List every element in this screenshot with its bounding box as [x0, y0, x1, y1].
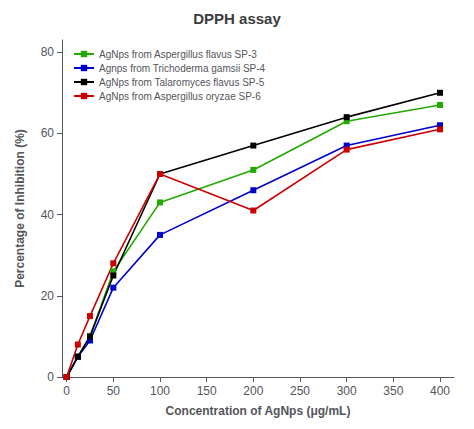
svg-text:0: 0 — [47, 370, 54, 384]
svg-text:Agnps from Trichoderma gamsii: Agnps from Trichoderma gamsii SP-4 — [99, 63, 266, 74]
svg-text:100: 100 — [150, 384, 170, 398]
svg-text:20: 20 — [41, 289, 55, 303]
svg-text:40: 40 — [41, 208, 55, 222]
svg-text:80: 80 — [41, 45, 55, 59]
svg-text:AgNps from Aspergillus oryzae: AgNps from Aspergillus oryzae SP-6 — [99, 91, 261, 102]
svg-text:200: 200 — [243, 384, 263, 398]
svg-text:150: 150 — [197, 384, 217, 398]
svg-text:Concentration of AgNps (μg/mL): Concentration of AgNps (μg/mL) — [166, 404, 351, 418]
svg-text:60: 60 — [41, 126, 55, 140]
svg-text:300: 300 — [337, 384, 357, 398]
svg-text:AgNps from Aspergillus flavus: AgNps from Aspergillus flavus SP-3 — [99, 49, 257, 60]
svg-text:250: 250 — [290, 384, 310, 398]
svg-text:0: 0 — [63, 384, 70, 398]
svg-text:400: 400 — [430, 384, 450, 398]
svg-text:AgNps from Talaromyces flavus: AgNps from Talaromyces flavus SP-5 — [99, 77, 265, 88]
svg-text:Percentage of Inhibition (%): Percentage of Inhibition (%) — [13, 129, 27, 288]
svg-text:50: 50 — [107, 384, 121, 398]
svg-text:DPPH assay: DPPH assay — [193, 10, 281, 27]
svg-text:350: 350 — [383, 384, 403, 398]
